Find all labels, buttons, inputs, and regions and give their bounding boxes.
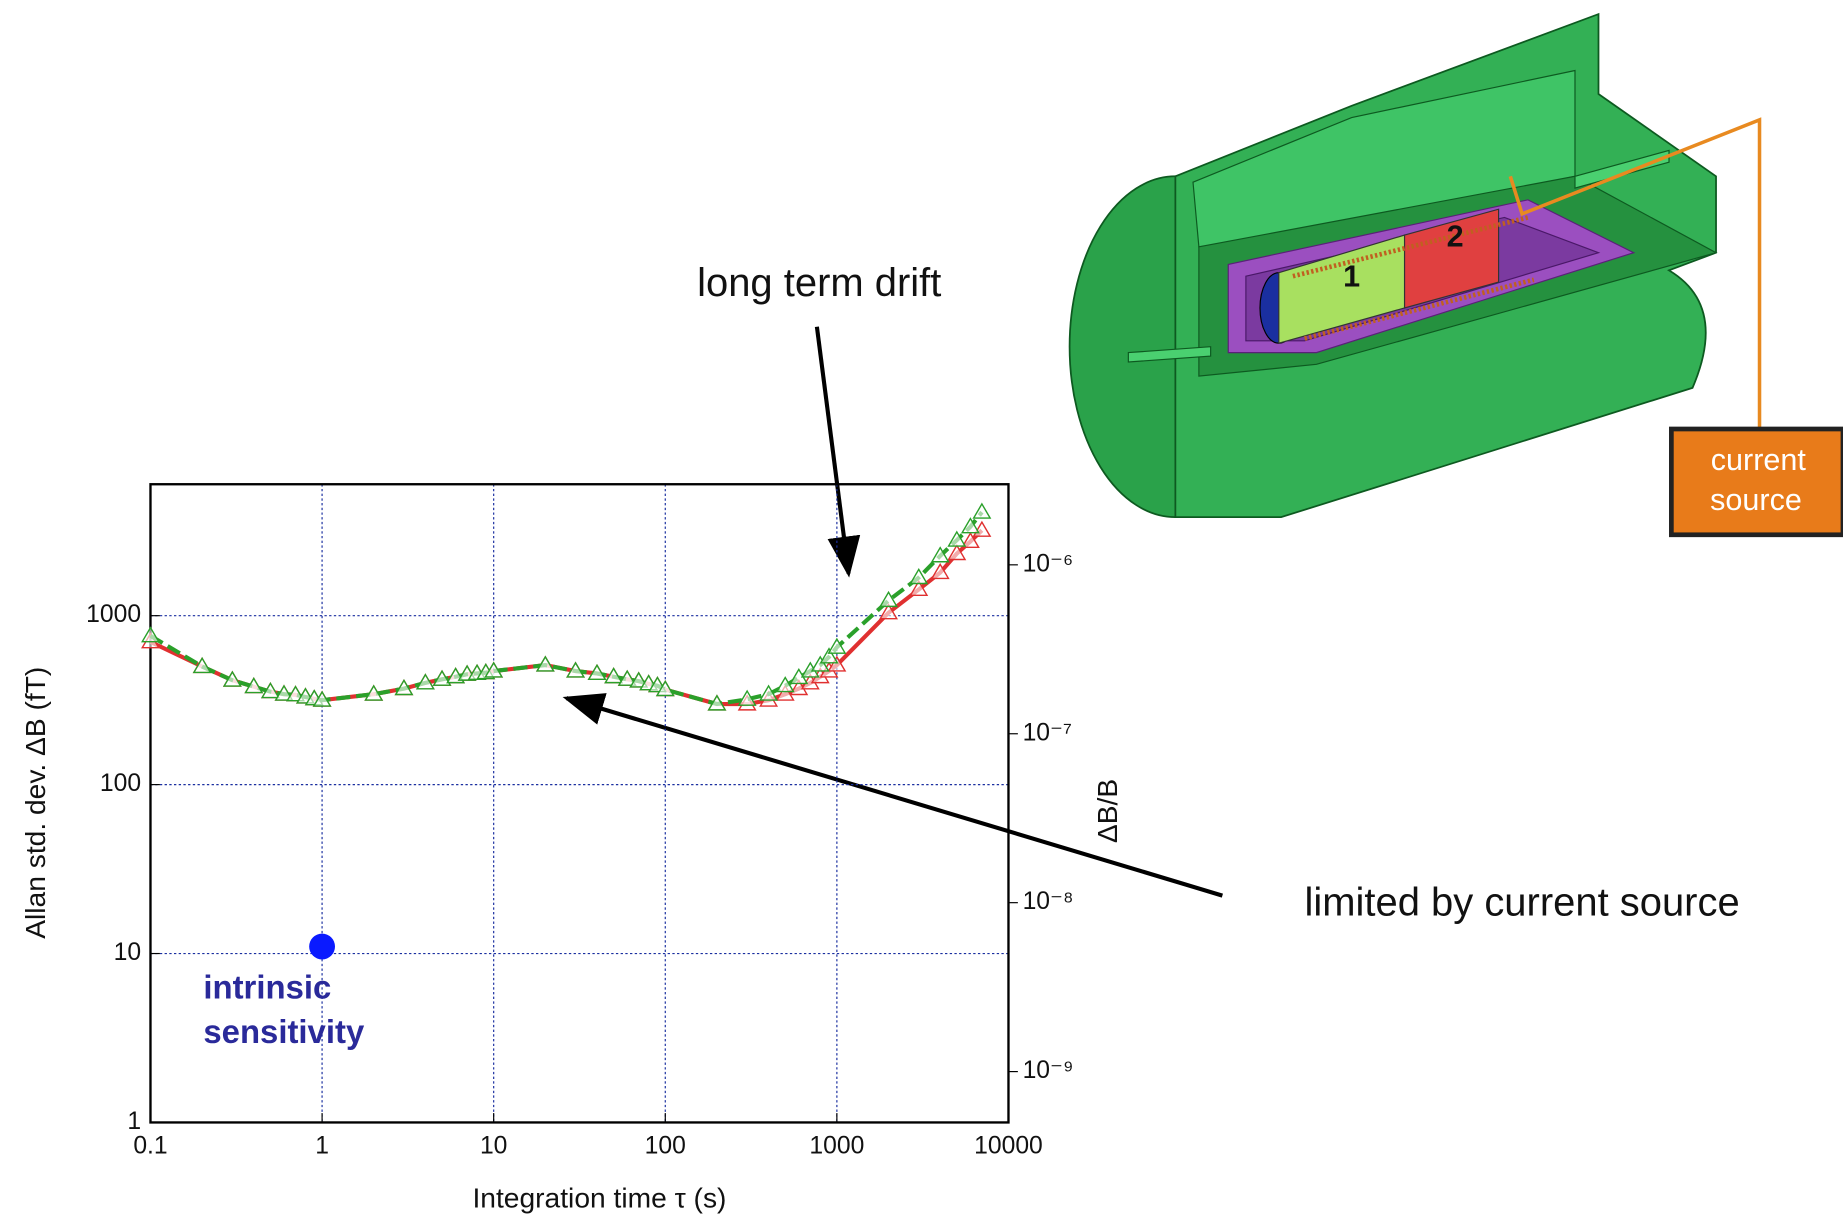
data-point bbox=[274, 684, 294, 701]
data-point bbox=[960, 531, 980, 549]
data-point bbox=[947, 544, 967, 561]
data-point bbox=[972, 502, 992, 519]
x-tick-label: 10 bbox=[480, 1133, 507, 1160]
data-point bbox=[655, 679, 675, 697]
series-line bbox=[149, 528, 984, 707]
x-tick-label: 10000 bbox=[974, 1133, 1043, 1160]
data-point bbox=[827, 655, 847, 672]
data-point bbox=[707, 694, 727, 711]
plot-frame bbox=[149, 483, 1010, 1124]
point-label: intrinsic bbox=[203, 968, 331, 1005]
data-point bbox=[244, 677, 264, 694]
point-label: sensitivity bbox=[203, 1013, 365, 1050]
data-point bbox=[879, 590, 898, 608]
data-point bbox=[909, 567, 929, 585]
data-point bbox=[827, 637, 847, 654]
box-label: current bbox=[1711, 443, 1807, 477]
data-point bbox=[535, 655, 555, 672]
data-point bbox=[617, 669, 637, 686]
data-point bbox=[960, 517, 980, 534]
data-point bbox=[629, 671, 649, 688]
annotation: long term drift bbox=[697, 261, 941, 305]
y2-tick-label: 10⁻⁷ bbox=[1023, 719, 1072, 746]
data-point bbox=[394, 678, 414, 696]
arrow bbox=[814, 326, 861, 578]
x-tick-label: 0.1 bbox=[133, 1133, 167, 1160]
data-point bbox=[947, 530, 967, 547]
x-axis-title: Integration time τ (s) bbox=[472, 1181, 726, 1213]
data-point bbox=[222, 670, 242, 687]
data-point bbox=[930, 546, 950, 563]
arrow bbox=[562, 693, 1223, 898]
data-point bbox=[775, 684, 795, 701]
data-point bbox=[930, 562, 950, 580]
coil-label: 2 bbox=[1447, 220, 1464, 254]
data-point bbox=[604, 667, 624, 684]
y2-tick-label: 10⁻⁶ bbox=[1023, 550, 1074, 577]
x-tick-label: 1000 bbox=[809, 1133, 864, 1160]
data-point bbox=[432, 669, 452, 686]
data-point bbox=[364, 684, 384, 701]
data-point bbox=[260, 682, 280, 699]
data-point bbox=[286, 685, 305, 702]
data-point bbox=[566, 661, 586, 678]
data-point bbox=[909, 579, 929, 597]
y2-tick-label: 10⁻⁹ bbox=[1023, 1057, 1074, 1084]
data-point bbox=[192, 656, 212, 674]
data-point bbox=[759, 684, 779, 701]
data-point bbox=[879, 603, 898, 620]
y-tick-label: 100 bbox=[100, 770, 141, 797]
data-point bbox=[737, 689, 757, 706]
x-tick-label: 100 bbox=[645, 1133, 686, 1160]
data-point bbox=[312, 690, 332, 707]
x-tick-label: 1 bbox=[315, 1133, 329, 1160]
y2-axis-title: ΔB/B bbox=[1091, 779, 1123, 843]
data-point bbox=[775, 676, 795, 693]
data-point bbox=[415, 673, 435, 690]
y-axis-title: Allan std. dev. ΔB (fT) bbox=[19, 667, 51, 939]
y-tick-label: 1 bbox=[127, 1108, 141, 1135]
y-tick-label: 10 bbox=[114, 939, 141, 966]
sensitivity-point bbox=[309, 933, 336, 960]
annotation: limited by current source bbox=[1304, 881, 1739, 925]
y-tick-label: 1000 bbox=[86, 601, 141, 628]
data-point bbox=[484, 661, 504, 678]
data-point bbox=[810, 655, 830, 672]
plot: 0.1 1 10 100 1000 10000110100100010⁻⁹10⁻⁸10⁻⁷… bbox=[86, 483, 1074, 1160]
data-point bbox=[819, 647, 839, 664]
data-point bbox=[587, 663, 607, 681]
box-label: source bbox=[1710, 483, 1802, 517]
y2-tick-label: 10⁻⁸ bbox=[1023, 888, 1074, 915]
coil-label: 1 bbox=[1343, 260, 1360, 294]
data-point bbox=[141, 626, 160, 643]
shield-diagram: current source 1 2 bbox=[1068, 12, 1843, 538]
series-line bbox=[149, 510, 984, 707]
